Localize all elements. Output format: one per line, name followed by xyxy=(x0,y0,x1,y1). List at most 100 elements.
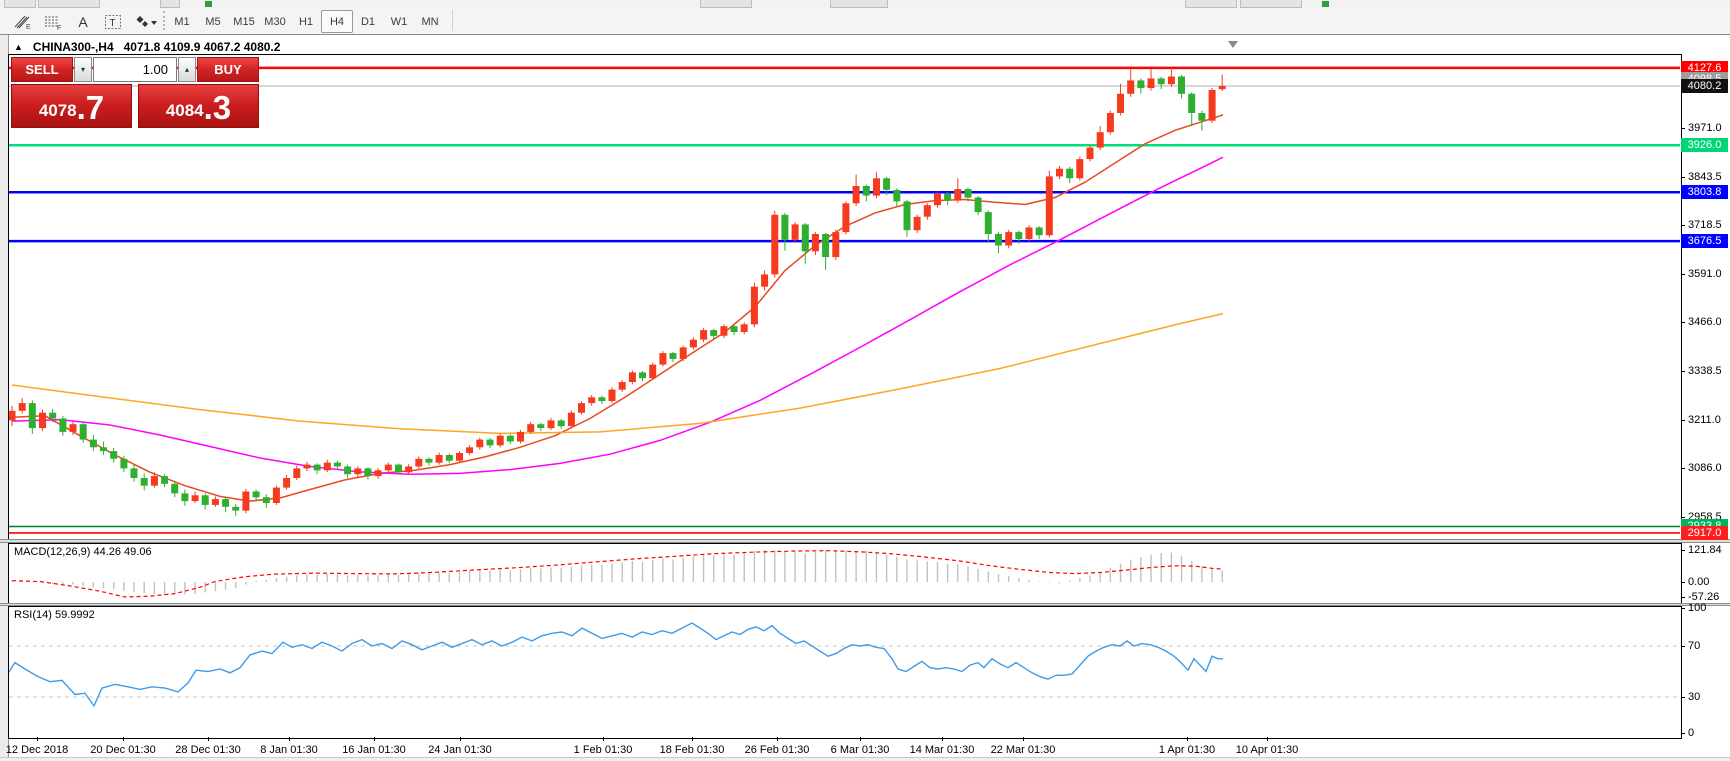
rsi-tick-label: 100 xyxy=(1688,601,1707,614)
time-tick-mark xyxy=(1023,737,1024,741)
timeframe-button-mn[interactable]: MN xyxy=(421,15,439,28)
rsi-tick-label: 30 xyxy=(1688,691,1701,703)
price-tick-label: 3843.5 xyxy=(1688,170,1722,183)
price-chart-pane[interactable] xyxy=(8,54,1682,540)
timeframe-button-h4[interactable]: H4 xyxy=(321,10,353,33)
timeframe-button-d1[interactable]: D1 xyxy=(360,15,376,28)
volume-increase-button[interactable]: ▴ xyxy=(178,57,196,82)
svg-text:T: T xyxy=(110,18,116,29)
fibonacci-icon[interactable]: F xyxy=(38,10,68,33)
time-axis-label: 6 Mar 01:30 xyxy=(830,744,890,756)
buy-price-box[interactable]: 4084.3 xyxy=(138,84,259,128)
window-border xyxy=(0,34,1730,35)
volume-input[interactable] xyxy=(93,57,177,82)
price-tick-label: 3086.0 xyxy=(1688,462,1722,475)
price-tick-mark xyxy=(1681,128,1685,129)
price-tick-label: 3591.0 xyxy=(1688,267,1722,280)
sell-button[interactable]: SELL xyxy=(11,57,73,82)
time-tick-mark xyxy=(460,737,461,741)
price-tick-mark xyxy=(1681,517,1685,518)
arrows-icon[interactable] xyxy=(128,10,164,33)
time-axis-label: 18 Feb 01:30 xyxy=(659,744,725,756)
time-tick-mark xyxy=(603,737,604,741)
price-tick-mark xyxy=(1681,273,1685,275)
time-axis-label: 22 Mar 01:30 xyxy=(990,744,1056,756)
time-tick-mark xyxy=(1267,737,1268,741)
macd-tick-label: 0.00 xyxy=(1688,576,1710,588)
macd-tick-mark xyxy=(1681,597,1685,599)
buy-price-main: 4084 xyxy=(165,101,204,120)
clipped-button xyxy=(4,0,36,8)
time-axis-label: 8 Jan 01:30 xyxy=(260,744,318,756)
price-tick-mark xyxy=(1681,419,1685,421)
timeframe-button-h1[interactable]: H1 xyxy=(298,15,314,28)
clipped-button xyxy=(830,0,888,8)
time-axis-label: 10 Apr 01:30 xyxy=(1235,744,1299,756)
time-tick-mark xyxy=(37,737,38,741)
toolbar-divider xyxy=(452,10,453,31)
rsi-pane[interactable] xyxy=(8,606,1682,739)
text-label-icon[interactable]: T xyxy=(98,10,128,33)
price-tick-mark xyxy=(1681,176,1685,178)
sell-price-main: 4078 xyxy=(38,101,77,120)
price-tick-label: 3718.5 xyxy=(1688,219,1722,231)
price-tick-label: 3971.0 xyxy=(1688,122,1722,134)
time-axis-label: 14 Mar 01:30 xyxy=(909,744,975,756)
price-badge: 4080.2 xyxy=(1681,79,1728,94)
price-tick-mark xyxy=(1681,225,1685,226)
ohlc-readout: 4071.8 4109.9 4067.2 4080.2 xyxy=(123,39,281,54)
time-tick-mark xyxy=(942,737,943,741)
price-badge: 3676.5 xyxy=(1681,234,1728,249)
sell-price-pip: .7 xyxy=(76,89,105,126)
time-axis-label: 24 Jan 01:30 xyxy=(428,744,492,756)
timeframe-button-m1[interactable]: M1 xyxy=(174,15,190,28)
svg-text:F: F xyxy=(57,25,61,30)
time-tick-mark xyxy=(1187,737,1188,741)
price-tick-label: 3466.0 xyxy=(1688,316,1722,329)
buy-button[interactable]: BUY xyxy=(197,57,259,82)
text-icon[interactable]: A xyxy=(78,13,88,30)
drawing-and-timeframe-toolbar: E F A T M1 M5 M15 M30 H1 H4 D1 W1 MN xyxy=(0,8,1730,35)
clipped-button xyxy=(1240,0,1302,8)
svg-text:E: E xyxy=(26,24,31,30)
equidistant-channel-icon[interactable]: E xyxy=(8,10,38,33)
price-tick-mark xyxy=(1681,468,1685,470)
rsi-tick-label: 0 xyxy=(1688,727,1695,739)
time-tick-mark xyxy=(860,737,861,741)
symbol-label: CHINA300-,H4 xyxy=(32,39,114,54)
macd-tick-label: -57.26 xyxy=(1688,591,1720,604)
toolbar-separator xyxy=(163,11,168,30)
chart-title: ▲ CHINA300-,H4 4071.8 4109.9 4067.2 4080… xyxy=(14,39,280,54)
one-click-trading-panel: SELL ▾ ▴ BUY 4078.7 4084.3 xyxy=(11,57,259,128)
collapse-arrow-icon[interactable]: ▲ xyxy=(14,41,23,52)
buy-price-pip: .3 xyxy=(203,89,232,126)
timeframe-button-m5[interactable]: M5 xyxy=(205,15,221,28)
timeframe-button-m15[interactable]: M15 xyxy=(233,15,255,28)
pane-splitter[interactable] xyxy=(0,539,1730,543)
rsi-tick-mark xyxy=(1681,733,1685,734)
time-axis-label: 20 Dec 01:30 xyxy=(90,744,156,756)
timeframe-button-w1[interactable]: W1 xyxy=(390,15,408,28)
time-tick-mark xyxy=(208,737,209,741)
timeframe-button-m30[interactable]: M30 xyxy=(264,15,286,28)
clipped-green-icon xyxy=(205,1,212,7)
macd-pane[interactable] xyxy=(8,543,1682,604)
time-axis-label: 26 Feb 01:30 xyxy=(744,744,810,756)
sell-price-box[interactable]: 4078.7 xyxy=(11,84,132,128)
time-tick-mark xyxy=(289,737,290,741)
volume-decrease-button[interactable]: ▾ xyxy=(74,57,92,82)
time-tick-mark xyxy=(123,737,124,741)
time-tick-mark xyxy=(777,737,778,741)
macd-tick-label: 121.84 xyxy=(1688,544,1722,556)
time-axis-label: 1 Feb 01:30 xyxy=(573,744,633,756)
price-tick-mark xyxy=(1681,322,1685,324)
chart-shift-marker-icon[interactable] xyxy=(1228,41,1238,48)
macd-label: MACD(12,26,9) 44.26 49.06 xyxy=(14,546,152,558)
price-badge: 3926.0 xyxy=(1681,138,1728,153)
pane-splitter[interactable] xyxy=(0,603,1730,606)
rsi-tick-mark xyxy=(1681,646,1685,647)
clipped-button xyxy=(160,0,180,8)
time-axis-label: 28 Dec 01:30 xyxy=(175,744,241,756)
rsi-tick-label: 70 xyxy=(1688,640,1701,652)
